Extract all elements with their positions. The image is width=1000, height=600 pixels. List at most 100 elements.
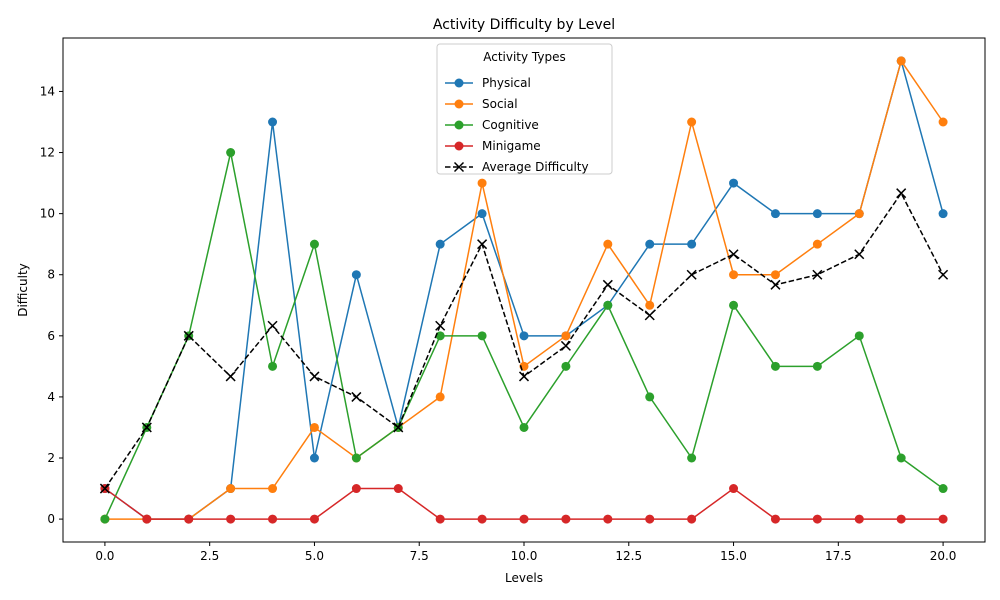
data-point-average-difficulty [351,391,362,402]
data-point-minigame [812,514,822,524]
x-tick-label: 10.0 [511,549,538,563]
data-point-social [938,117,948,127]
y-tick-label: 12 [40,146,55,160]
y-tick-label: 14 [40,84,55,98]
data-point-cognitive [100,514,110,524]
data-point-minigame [729,484,739,494]
data-point-cognitive [351,453,361,463]
data-point-cognitive [896,453,906,463]
data-point-average-difficulty [602,279,613,290]
legend-entry-cognitive: Cognitive [445,118,539,132]
data-point-cognitive [729,300,739,310]
data-point-physical [812,209,822,219]
data-point-minigame [770,514,780,524]
y-tick-label: 8 [47,268,55,282]
data-point-cognitive [477,331,487,341]
data-point-minigame [268,514,278,524]
data-point-average-difficulty [812,269,823,280]
data-point-minigame [519,514,529,524]
data-point-average-difficulty [225,371,236,382]
y-tick-label: 6 [47,329,55,343]
data-point-social [603,239,613,249]
data-point-average-difficulty [854,249,865,260]
data-point-minigame [561,514,571,524]
data-point-social [896,56,906,66]
data-point-social [770,270,780,280]
data-point-minigame [603,514,613,524]
data-point-average-difficulty [644,310,655,321]
legend-label: Minigame [482,139,541,153]
data-point-physical [435,239,445,249]
data-point-average-difficulty [518,371,530,382]
data-point-average-difficulty [938,269,949,280]
data-point-minigame [142,514,152,524]
legend-entry-minigame: Minigame [445,139,541,153]
data-point-minigame [435,514,445,524]
x-tick-label: 7.5 [410,549,429,563]
series-cognitive [100,148,948,524]
x-axis-label: Levels [505,571,543,585]
data-point-social [729,270,739,280]
data-point-cognitive [519,422,529,432]
legend-label: Social [482,97,518,111]
data-point-average-difficulty [267,320,278,331]
data-point-social [645,300,655,310]
legend-entry-physical: Physical [445,76,531,90]
data-point-social [812,239,822,249]
data-point-social [477,178,487,188]
data-point-cognitive [309,239,319,249]
data-point-average-difficulty [770,279,781,290]
legend-marker [454,78,464,88]
x-tick-label: 0.0 [95,549,114,563]
data-point-cognitive [561,361,571,371]
series-minigame [100,484,948,524]
data-point-minigame [477,514,487,524]
x-tick-label: 12.5 [615,549,642,563]
data-point-physical [519,331,529,341]
data-point-physical [309,453,319,463]
series-average-difficulty [99,188,949,494]
data-point-minigame [854,514,864,524]
y-tick-label: 2 [47,451,55,465]
data-point-physical [938,209,948,219]
legend-marker [454,120,464,130]
legend-box [436,43,613,175]
data-point-physical [477,209,487,219]
legend-marker [453,161,465,173]
y-tick-label: 10 [40,207,55,221]
data-point-average-difficulty [896,188,907,199]
y-tick-label: 4 [47,390,55,404]
chart-title: Activity Difficulty by Level [433,17,615,33]
data-point-minigame [896,514,906,524]
legend-entry-average-difficulty: Average Difficulty [445,160,589,174]
data-point-physical [687,239,697,249]
x-tick-label: 20.0 [930,549,957,563]
legend: Activity Types Physical Social Cognitive Min… [436,43,613,175]
data-point-minigame [938,514,948,524]
data-point-cognitive [770,361,780,371]
data-point-social [309,422,319,432]
data-point-cognitive [268,361,278,371]
data-point-minigame [309,514,319,524]
data-point-minigame [393,484,403,494]
x-tick-label: 15.0 [720,549,747,563]
x-tick-label: 5.0 [305,549,324,563]
legend-label: Average Difficulty [482,160,589,174]
data-point-average-difficulty [393,422,404,433]
data-point-average-difficulty [728,249,739,260]
data-point-average-difficulty [477,239,488,250]
data-point-average-difficulty [560,340,571,351]
data-point-cognitive [812,361,822,371]
data-point-average-difficulty [435,320,446,331]
data-point-average-difficulty [141,422,152,433]
data-point-physical [770,209,780,219]
data-point-minigame [226,514,236,524]
data-point-minigame [645,514,655,524]
data-point-cognitive [603,300,613,310]
data-point-physical [268,117,278,127]
plot-area [99,56,949,524]
data-point-average-difficulty [309,371,320,382]
data-point-social [561,331,571,341]
data-point-physical [645,239,655,249]
x-axis: 0.0 2.5 5.0 7.5 10.0 12.5 15.0 17.5 20.0 [95,542,956,563]
